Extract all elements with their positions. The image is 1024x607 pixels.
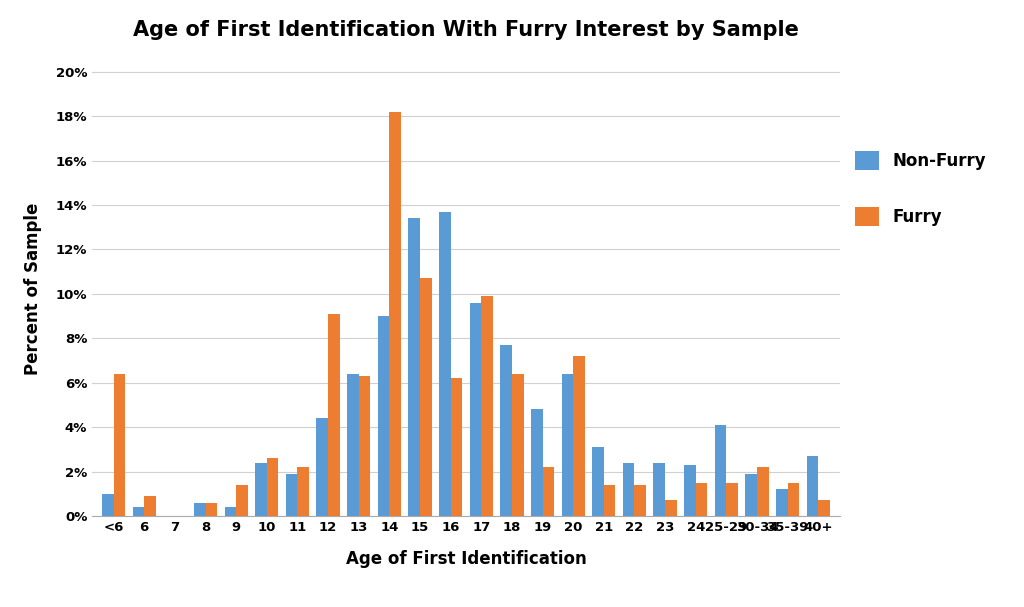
Bar <box>512 374 523 516</box>
Bar <box>255 463 267 516</box>
Bar <box>635 485 646 516</box>
Bar <box>543 467 554 516</box>
Bar <box>695 483 708 516</box>
Bar <box>328 314 340 516</box>
Bar <box>561 374 573 516</box>
Bar <box>439 212 451 516</box>
Bar <box>623 463 635 516</box>
Bar <box>114 374 125 516</box>
Bar <box>481 296 493 516</box>
Bar <box>378 316 389 516</box>
Bar <box>787 483 800 516</box>
Bar <box>102 493 114 516</box>
Bar <box>358 376 371 516</box>
Bar <box>665 500 677 516</box>
Bar <box>224 507 237 516</box>
Bar <box>389 112 401 516</box>
Bar <box>286 473 297 516</box>
Bar <box>206 503 217 516</box>
Bar <box>807 456 818 516</box>
Bar <box>776 489 787 516</box>
Bar <box>715 425 726 516</box>
Title: Age of First Identification With Furry Interest by Sample: Age of First Identification With Furry I… <box>133 19 799 39</box>
Bar <box>451 378 462 516</box>
Bar <box>132 507 144 516</box>
Bar <box>420 279 431 516</box>
Bar <box>653 463 665 516</box>
Bar <box>267 458 279 516</box>
Bar <box>573 356 585 516</box>
Bar <box>144 496 156 516</box>
Bar <box>470 303 481 516</box>
X-axis label: Age of First Identification: Age of First Identification <box>345 551 587 569</box>
Bar <box>592 447 604 516</box>
Legend: Non-Furry, Furry: Non-Furry, Furry <box>855 151 986 226</box>
Bar <box>316 418 328 516</box>
Bar <box>347 374 358 516</box>
Bar <box>530 409 543 516</box>
Bar <box>757 467 769 516</box>
Bar <box>409 219 420 516</box>
Bar <box>684 465 695 516</box>
Bar <box>501 345 512 516</box>
Bar <box>237 485 248 516</box>
Bar <box>726 483 738 516</box>
Bar <box>604 485 615 516</box>
Y-axis label: Percent of Sample: Percent of Sample <box>24 202 42 375</box>
Bar <box>818 500 829 516</box>
Bar <box>297 467 309 516</box>
Bar <box>745 473 757 516</box>
Bar <box>194 503 206 516</box>
